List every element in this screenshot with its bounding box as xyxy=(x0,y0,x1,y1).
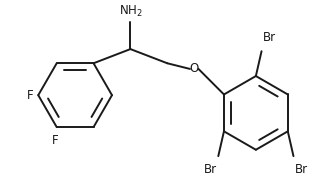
Text: NH$_2$: NH$_2$ xyxy=(118,4,142,19)
Text: F: F xyxy=(52,134,59,147)
Text: F: F xyxy=(27,89,33,102)
Text: O: O xyxy=(190,63,199,75)
Text: Br: Br xyxy=(295,163,308,176)
Text: Br: Br xyxy=(204,163,217,176)
Text: Br: Br xyxy=(263,31,276,44)
